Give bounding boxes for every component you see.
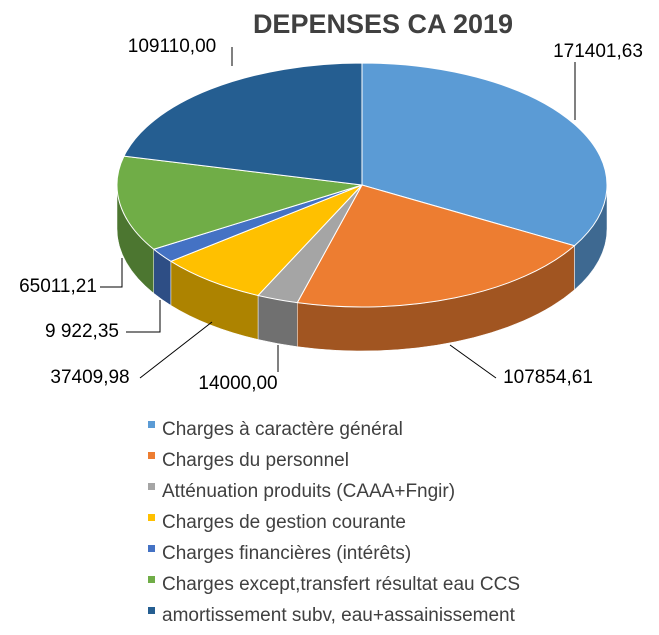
legend-label: amortissement subv, eau+assainissement: [162, 605, 516, 626]
legend-swatch: [148, 545, 155, 552]
legend-label: Charges except,transfert résultat eau CC…: [162, 574, 520, 595]
slice: [296, 184, 576, 308]
data-label: 37409,98: [50, 367, 129, 388]
slice-side: [257, 295, 298, 347]
slice: [361, 62, 608, 247]
legend-label: Charges à caractère général: [162, 419, 403, 440]
legend-swatch: [148, 576, 155, 583]
legend-swatch: [148, 452, 155, 459]
legend-label: Charges de gestion courante: [162, 512, 406, 533]
legend-label: Charges financières (intérêts): [162, 543, 411, 564]
data-label: 107854,61: [503, 367, 593, 388]
slice: [116, 155, 363, 250]
data-label: 9 922,35: [45, 321, 119, 342]
slice: [169, 184, 363, 297]
data-label: 109110,00: [128, 36, 216, 57]
chart-title: DEPENSES CA 2019: [253, 9, 513, 39]
leader-line: [449, 344, 497, 379]
legend-swatch: [148, 514, 155, 521]
legend-swatch: [148, 421, 155, 428]
data-label: 65011,21: [19, 276, 97, 297]
leader-line: [126, 300, 161, 333]
slice: [123, 62, 363, 186]
legend-label: Charges du personnel: [162, 450, 349, 471]
legend-label: Atténuation produits (CAAA+Fngir): [162, 481, 455, 502]
legend-swatch: [148, 483, 155, 490]
legend-swatch: [148, 607, 155, 614]
data-label: 171401,63: [553, 41, 643, 62]
leader-line: [100, 258, 123, 288]
data-label: 14000,00: [198, 373, 277, 394]
leader-line: [139, 321, 213, 379]
